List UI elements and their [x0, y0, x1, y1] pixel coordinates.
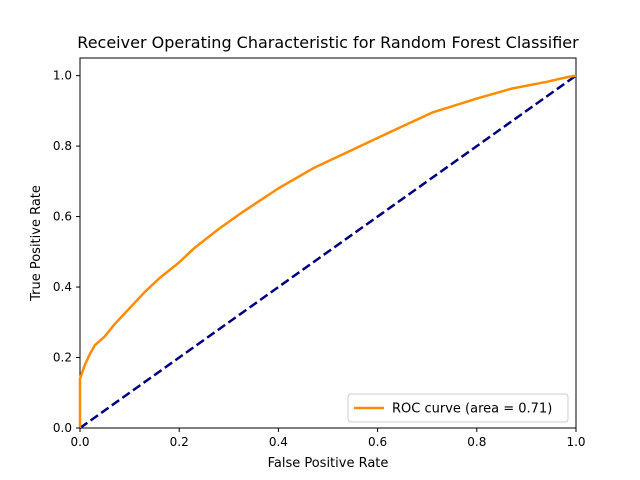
legend-box — [347, 393, 569, 423]
x-tick-label: 0.2 — [170, 435, 189, 449]
x-tick-label: 0.8 — [467, 435, 486, 449]
diagonal-reference-line — [79, 74, 577, 430]
y-tick-label: 1.0 — [53, 69, 72, 83]
roc-curve-line — [78, 74, 577, 428]
plot-area — [79, 57, 577, 429]
y-axis-label: True Positive Rate — [29, 185, 44, 302]
x-axis-label: False Positive Rate — [268, 456, 389, 471]
legend-label-roc: ROC curve (area = 0.71) — [392, 402, 552, 417]
legend: ROC curve (area = 0.71) — [347, 393, 569, 423]
chart-title: Receiver Operating Characteristic for Ra… — [77, 33, 579, 52]
x-tick-label: 0.6 — [368, 435, 387, 449]
x-tick-label: 0.4 — [269, 435, 288, 449]
x-tick-label: 1.0 — [566, 435, 585, 449]
plot-frame — [79, 57, 577, 429]
y-tick-label: 0.8 — [53, 139, 72, 153]
y-axis-ticks: 0.0 0.2 0.4 0.6 0.8 1.0 — [53, 69, 80, 435]
y-tick-label: 0.4 — [53, 280, 72, 294]
y-tick-label: 0.0 — [53, 421, 72, 435]
series-layer — [78, 74, 577, 430]
y-tick-label: 0.2 — [53, 351, 72, 365]
x-tick-label: 0.0 — [70, 435, 89, 449]
y-tick-label: 0.6 — [53, 210, 72, 224]
x-axis-ticks: 0.0 0.2 0.4 0.6 0.8 1.0 — [70, 428, 586, 449]
